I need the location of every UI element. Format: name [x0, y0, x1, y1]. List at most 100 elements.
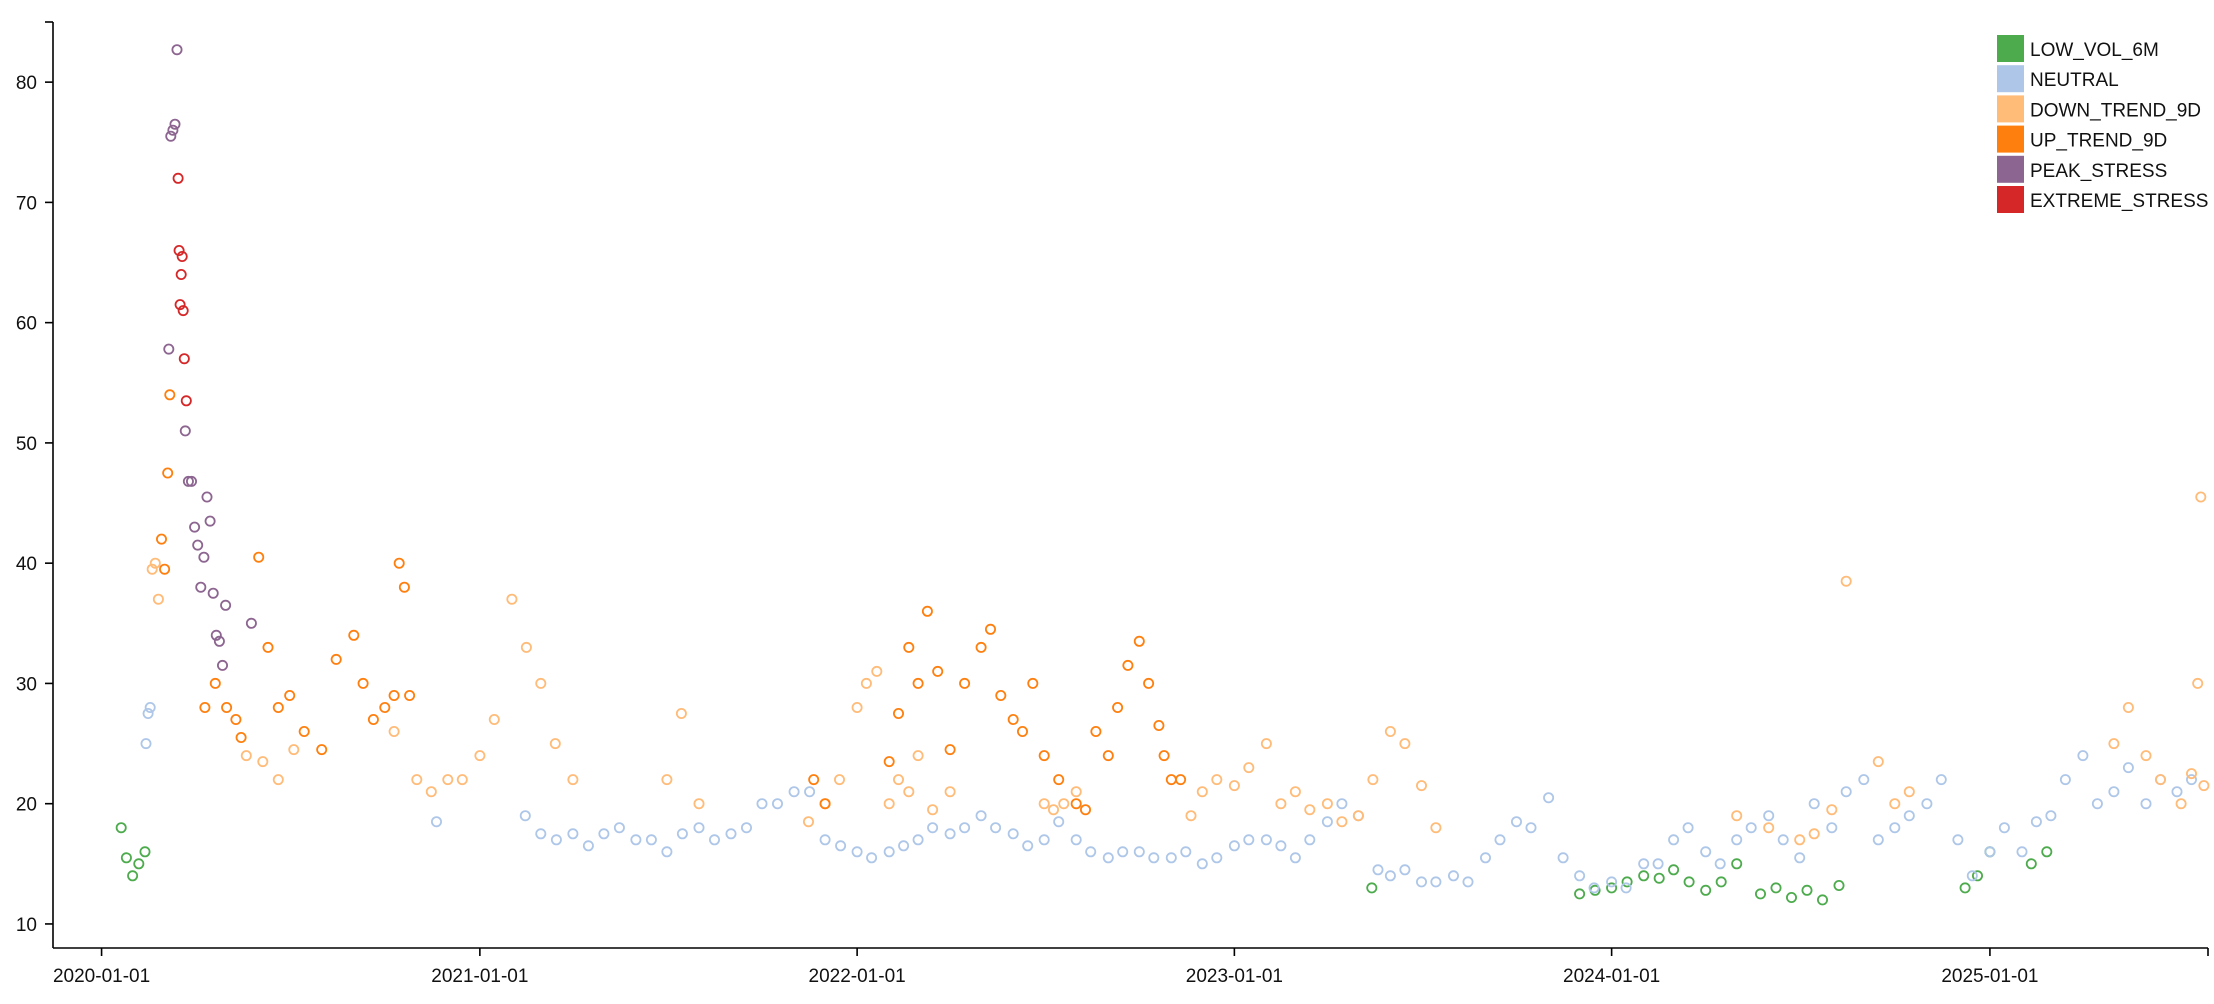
series-low_vol_6m — [115, 822, 2053, 906]
data-point — [567, 828, 579, 840]
data-point — [1053, 816, 1065, 828]
data-point — [1808, 828, 1820, 840]
data-point — [1336, 798, 1348, 810]
data-point — [1731, 858, 1743, 870]
data-point — [201, 491, 213, 503]
data-point — [990, 822, 1002, 834]
data-point — [175, 268, 187, 280]
data-point — [1714, 858, 1726, 870]
data-point — [257, 756, 269, 768]
data-point — [1700, 884, 1712, 896]
data-point — [1543, 792, 1555, 804]
data-point — [1638, 870, 1650, 882]
data-point — [630, 834, 642, 846]
data-point — [1826, 804, 1838, 816]
data-point — [272, 774, 284, 786]
data-point — [1185, 810, 1197, 822]
data-point — [1872, 756, 1884, 768]
data-point — [2025, 858, 2037, 870]
data-point — [1211, 774, 1223, 786]
data-point — [893, 708, 905, 720]
data-point — [1275, 840, 1287, 852]
data-point — [171, 44, 183, 56]
legend-swatch — [1997, 125, 2024, 153]
data-point — [1786, 892, 1798, 904]
data-point — [1304, 834, 1316, 846]
data-point — [262, 641, 274, 653]
data-point — [985, 623, 997, 635]
data-point — [474, 750, 486, 762]
data-point — [819, 798, 831, 810]
data-point — [921, 605, 933, 617]
data-point — [1638, 858, 1650, 870]
data-point — [425, 786, 437, 798]
legend-label: UP_TREND_9D — [2030, 131, 2167, 152]
data-point — [1731, 834, 1743, 846]
data-point — [1808, 798, 1820, 810]
data-point — [1122, 659, 1134, 671]
data-point — [139, 846, 151, 858]
data-point — [1367, 774, 1379, 786]
data-point — [1399, 864, 1411, 876]
legend-item: DOWN_TREND_9D — [1997, 95, 2201, 123]
data-point — [1070, 798, 1082, 810]
data-point — [1416, 780, 1428, 792]
data-point — [567, 774, 579, 786]
x-tick-label: 2024-01-01 — [1563, 966, 1660, 987]
data-point — [1430, 822, 1442, 834]
data-point — [1372, 864, 1384, 876]
data-point — [288, 744, 300, 756]
data-point — [1133, 846, 1145, 858]
data-point — [316, 744, 328, 756]
data-point — [1745, 822, 1757, 834]
data-point — [1889, 798, 1901, 810]
data-point — [142, 708, 154, 720]
series-down_trend_9d — [146, 491, 2210, 846]
data-point — [348, 629, 360, 641]
data-point — [1289, 852, 1301, 864]
data-point — [1289, 786, 1301, 798]
data-point — [1935, 774, 1947, 786]
data-point — [221, 702, 233, 714]
series-up_trend_9d — [155, 389, 1187, 816]
data-point — [207, 587, 219, 599]
data-point — [1833, 880, 1845, 892]
data-point — [1840, 786, 1852, 798]
data-points — [115, 44, 2210, 906]
data-point — [2195, 491, 2207, 503]
data-point — [2108, 738, 2120, 750]
data-point — [185, 475, 197, 487]
data-point — [442, 774, 454, 786]
data-point — [1366, 882, 1378, 894]
data-point — [216, 659, 228, 671]
data-point — [2171, 786, 2183, 798]
legend-label: DOWN_TREND_9D — [2030, 100, 2201, 121]
y-tick-label: 70 — [16, 193, 37, 214]
data-point — [1304, 804, 1316, 816]
data-point — [1574, 888, 1586, 900]
data-point — [1889, 822, 1901, 834]
data-point — [1243, 762, 1255, 774]
data-point — [851, 702, 863, 714]
data-point — [788, 786, 800, 798]
y-tick-label: 50 — [16, 434, 37, 455]
data-point — [582, 840, 594, 852]
data-point — [1165, 852, 1177, 864]
data-point — [756, 798, 768, 810]
data-point — [189, 521, 201, 533]
data-point — [912, 834, 924, 846]
data-point — [357, 677, 369, 689]
series-peak_stress — [163, 44, 257, 671]
data-point — [1053, 774, 1065, 786]
data-point — [213, 635, 225, 647]
data-point — [893, 774, 905, 786]
data-point — [1903, 810, 1915, 822]
data-point — [550, 834, 562, 846]
data-point — [2077, 750, 2089, 762]
legend-swatch — [1997, 35, 2024, 62]
data-point — [173, 244, 185, 256]
data-point — [506, 593, 518, 605]
data-point — [871, 665, 883, 677]
data-point — [1102, 852, 1114, 864]
data-point — [2045, 810, 2057, 822]
